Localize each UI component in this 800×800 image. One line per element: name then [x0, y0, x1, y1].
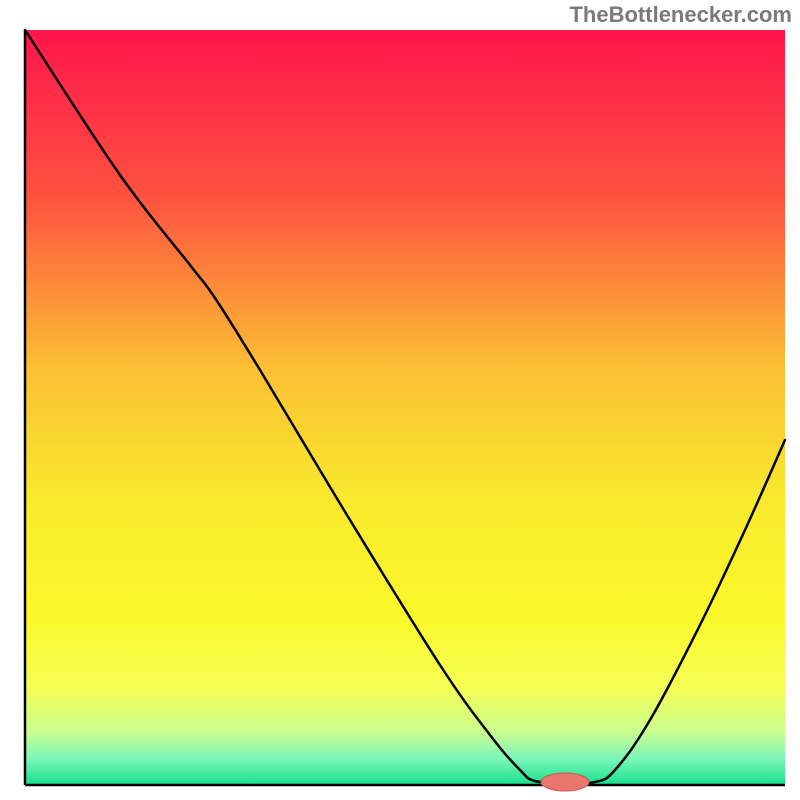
- chart-svg: [0, 0, 800, 800]
- attribution-label: TheBottlenecker.com: [569, 2, 792, 28]
- bottleneck-chart: TheBottlenecker.com: [0, 0, 800, 800]
- chart-background: [25, 30, 785, 785]
- optimum-marker: [541, 773, 589, 791]
